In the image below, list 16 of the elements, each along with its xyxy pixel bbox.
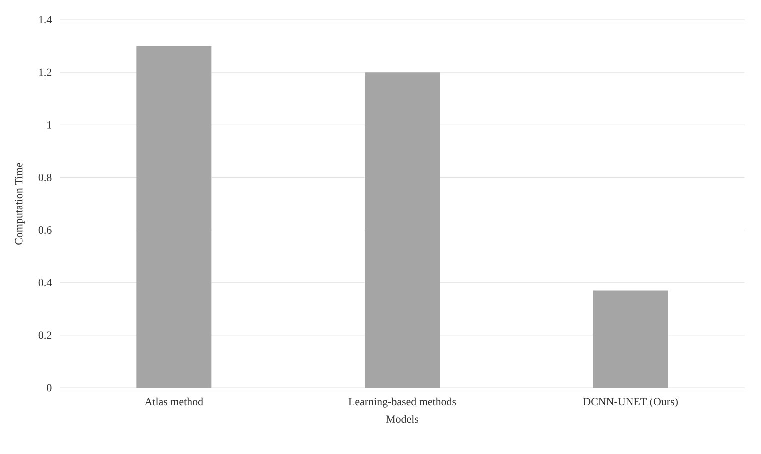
y-tick-label: 0.4 [38, 279, 52, 287]
y-tick-label: 1.2 [39, 68, 52, 76]
y-tick-label: 0.2 [38, 332, 52, 340]
x-axis-title: Models [386, 415, 419, 424]
y-tick-label: 0.8 [38, 174, 52, 182]
y-tick-label: 1.4 [39, 16, 52, 24]
y-tick-label: 0 [47, 384, 52, 392]
x-tick-label: DCNN-UNET (Ours) [584, 398, 678, 408]
y-tick-label: 0.6 [38, 226, 52, 234]
y-tick-label: 1 [48, 122, 52, 129]
bar [593, 290, 668, 388]
bar [136, 46, 212, 388]
bar [365, 72, 440, 388]
x-tick-label: Atlas method [144, 398, 204, 406]
x-tick-label: Learning-based methods [348, 398, 456, 408]
y-axis-title: Computation Time [15, 163, 25, 245]
